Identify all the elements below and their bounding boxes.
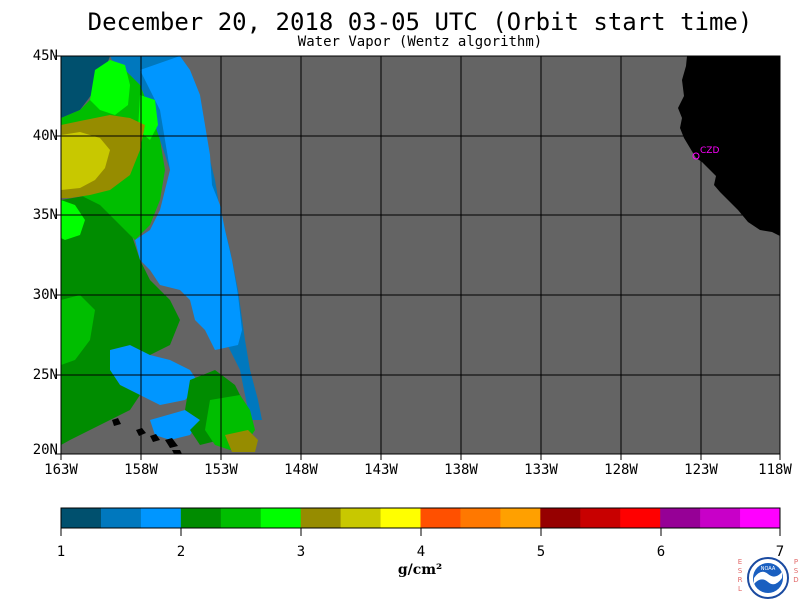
colorbar-swatch	[620, 508, 661, 528]
colorbar	[61, 508, 781, 528]
colorbar-swatch	[540, 508, 581, 528]
colorbar-tick-label: 4	[416, 544, 426, 560]
lon-label: 128W	[604, 462, 638, 478]
map-title: December 20, 2018 03-05 UTC (Orbit start…	[87, 8, 753, 36]
colorbar-tick-label: 7	[775, 544, 785, 560]
lat-label: 30N	[32, 287, 58, 303]
lon-label: 133W	[524, 462, 558, 478]
land-mass	[678, 56, 780, 236]
colorbar-swatch	[740, 508, 781, 528]
colorbar-swatch	[660, 508, 701, 528]
colorbar-swatch	[260, 508, 302, 528]
lat-label: 40N	[32, 128, 58, 144]
colorbar-swatch	[180, 508, 222, 528]
noaa-seal-icon: NOAA	[747, 557, 789, 599]
colorbar-swatch	[220, 508, 262, 528]
lon-label: 123W	[684, 462, 718, 478]
colorbar-swatch	[500, 508, 541, 528]
map-subtitle: Water Vapor (Wentz algorithm)	[297, 34, 543, 50]
lat-label: 20N	[32, 442, 58, 458]
lon-label: 138W	[444, 462, 478, 478]
logo-left-letters: E S R L	[737, 558, 743, 593]
lon-label: 148W	[284, 462, 318, 478]
graticule	[61, 56, 780, 454]
colorbar-swatch	[700, 508, 741, 528]
colorbar-tick-label: 2	[176, 544, 186, 560]
colorbar-tick-label: 6	[656, 544, 666, 560]
logo-right-letters: P S D	[793, 558, 799, 584]
noaa-logo: E S R L NOAA P S D	[736, 556, 800, 600]
lon-label: 118W	[758, 462, 792, 478]
station-label-czd: CZD	[700, 146, 720, 156]
lon-label: 158W	[124, 462, 158, 478]
colorbar-swatch	[100, 508, 142, 528]
lon-label: 143W	[364, 462, 398, 478]
lat-label: 45N	[32, 48, 58, 64]
colorbar-swatch	[140, 508, 182, 528]
lon-label: 153W	[204, 462, 238, 478]
water-vapor-swath	[61, 56, 262, 454]
lat-label: 25N	[32, 367, 58, 383]
map-border	[60, 55, 781, 455]
colorbar-swatch	[580, 508, 621, 528]
colorbar-tick-label: 5	[536, 544, 546, 560]
lat-label: 35N	[32, 207, 58, 223]
axis-ticks	[55, 55, 781, 460]
colorbar-ticks	[60, 528, 781, 536]
colorbar-swatch	[460, 508, 501, 528]
colorbar-tick-label: 1	[56, 544, 66, 560]
lon-label: 163W	[44, 462, 78, 478]
colorbar-tick-label: 3	[296, 544, 306, 560]
colorbar-swatch	[380, 508, 421, 528]
colorbar-swatch	[340, 508, 382, 528]
colorbar-swatch	[300, 508, 342, 528]
colorbar-units: g/cm²	[397, 562, 443, 578]
colorbar-swatch	[61, 508, 102, 528]
colorbar-swatch	[420, 508, 461, 528]
station-marker-czd	[692, 152, 700, 160]
svg-text:NOAA: NOAA	[761, 566, 776, 572]
